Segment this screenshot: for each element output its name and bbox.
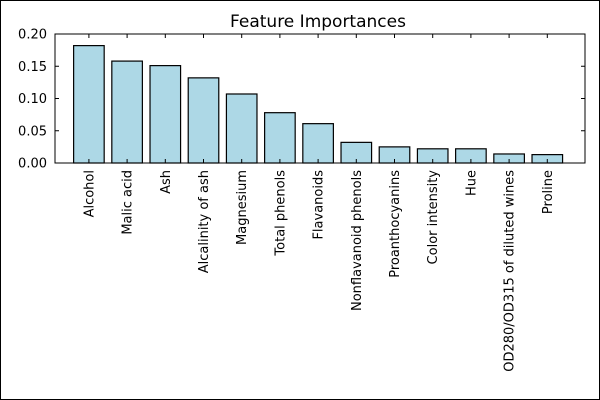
chart-title: Feature Importances xyxy=(230,12,406,32)
bar-6 xyxy=(302,123,334,164)
y-axis: 0.00 0.05 0.10 0.15 0.20 xyxy=(18,28,585,172)
bar-0 xyxy=(73,45,105,164)
x-tick-label-8: Proanthocyanins xyxy=(388,170,403,278)
x-tick-label-7: Nonflavanoid phenols xyxy=(350,170,365,311)
bar-3 xyxy=(187,77,220,164)
bar-4 xyxy=(225,93,258,164)
x-tick-label-2: Ash xyxy=(159,170,174,194)
x-tick-label-12: Proline xyxy=(541,170,556,214)
x-axis: Alcohol Malic acid Ash Alcalinity of ash Mag… xyxy=(82,34,556,372)
bar-2 xyxy=(149,65,182,164)
x-tick-label-6: Flavanoids xyxy=(312,170,327,240)
bars-group xyxy=(73,45,564,164)
x-tick-label-0: Alcohol xyxy=(82,170,97,217)
bar-5 xyxy=(264,112,296,164)
x-tick-label-3: Alcalinity of ash xyxy=(197,170,212,273)
x-tick-label-5: Total phenols xyxy=(273,170,288,257)
x-tick-label-1: Malic acid xyxy=(121,170,136,235)
x-tick-label-9: Color intensity xyxy=(426,170,441,265)
y-tick-label-4: 0.20 xyxy=(18,28,47,43)
y-tick-label-0: 0.00 xyxy=(18,157,47,172)
y-tick-label-2: 0.10 xyxy=(18,92,47,107)
bar-1 xyxy=(111,60,143,164)
y-tick-label-3: 0.15 xyxy=(18,60,47,75)
y-tick-label-1: 0.05 xyxy=(18,124,47,139)
x-tick-label-4: Magnesium xyxy=(235,170,250,245)
x-tick-label-11: OD280/OD315 of diluted wines xyxy=(503,170,518,372)
x-tick-label-10: Hue xyxy=(464,170,479,196)
